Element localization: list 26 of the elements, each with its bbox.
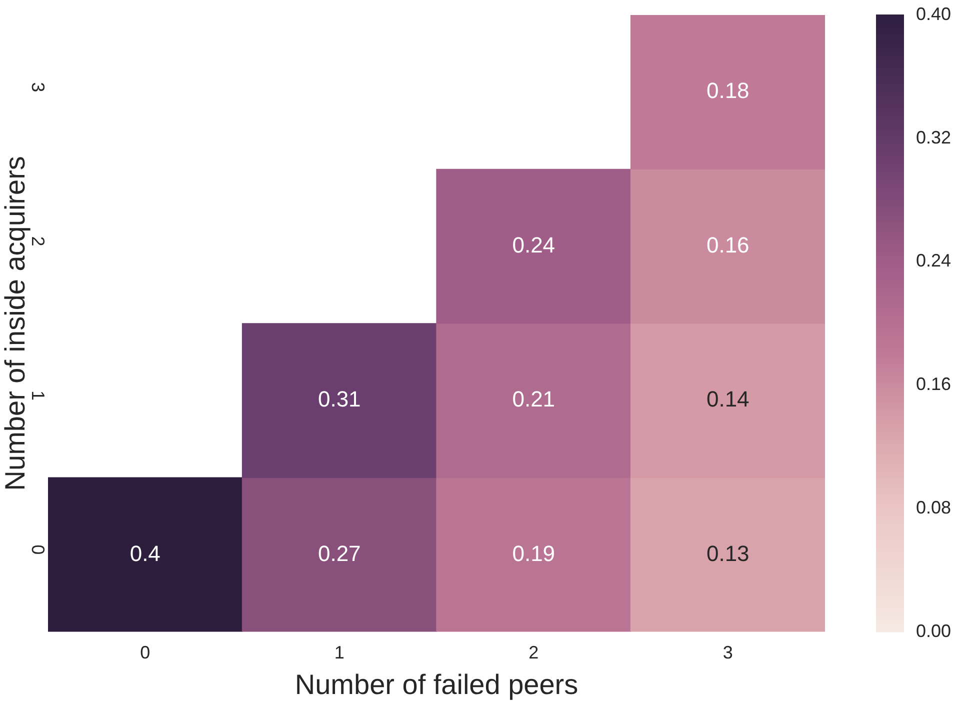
color-bar-label: 0.24 bbox=[916, 250, 952, 271]
data-label: 0.4 bbox=[130, 540, 160, 566]
data-label: 0.27 bbox=[318, 540, 361, 566]
x-tick-label: 2 bbox=[528, 642, 539, 663]
data-label: 0.24 bbox=[512, 232, 556, 258]
data-label: 0.16 bbox=[706, 232, 750, 258]
color-bar-label: 0.32 bbox=[916, 127, 952, 148]
data-label: 0.21 bbox=[512, 386, 556, 412]
data-label: 0.31 bbox=[318, 386, 361, 412]
y-tick-label: 1 bbox=[28, 390, 48, 400]
color-bar-label: 0.08 bbox=[916, 497, 952, 518]
data-label: 0.18 bbox=[706, 78, 750, 104]
x-axis-title: Number of failed peers bbox=[294, 668, 578, 700]
y-tick-label: 2 bbox=[28, 236, 48, 246]
data-label: 0.13 bbox=[706, 540, 750, 566]
x-tick-label: 1 bbox=[334, 642, 344, 663]
color-bar-label: 0.16 bbox=[916, 374, 952, 394]
x-tick-label: 0 bbox=[140, 642, 150, 663]
y-axis-title: Number of inside acquirers bbox=[0, 156, 31, 491]
y-tick-label: 3 bbox=[28, 82, 48, 92]
data-label: 0.14 bbox=[706, 386, 750, 412]
data-label: 0.19 bbox=[512, 540, 556, 566]
y-tick-label: 0 bbox=[28, 544, 48, 555]
color-bar-label: 0.40 bbox=[916, 4, 952, 24]
color-bar-label: 0.00 bbox=[916, 620, 952, 641]
x-tick-label: 3 bbox=[722, 642, 733, 663]
